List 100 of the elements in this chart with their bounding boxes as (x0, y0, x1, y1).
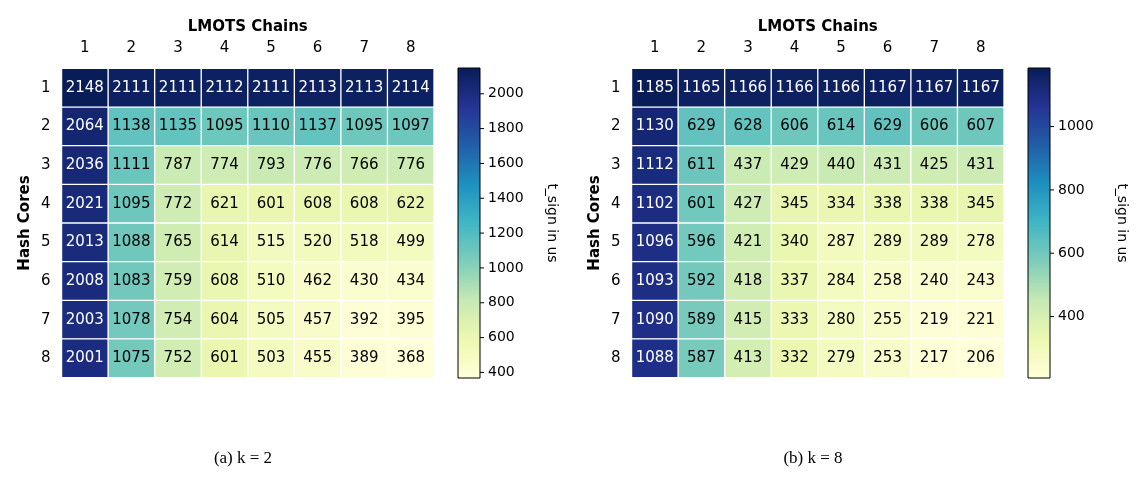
data-label: 462 (303, 270, 332, 289)
data-label: 368 (396, 348, 426, 367)
x-tick-label: 2 (696, 38, 707, 57)
data-label: 2013 (65, 232, 104, 251)
data-label: 754 (163, 309, 193, 328)
x-tick-label: 2 (126, 38, 137, 57)
data-label: 457 (303, 309, 332, 328)
x-tick-label: 8 (975, 38, 986, 57)
data-label: 793 (256, 154, 286, 173)
x-tick-label: 1 (80, 38, 90, 57)
data-label: 759 (163, 270, 193, 289)
y-tick-label: 3 (41, 154, 51, 173)
data-label: 515 (256, 232, 286, 251)
data-label: 338 (919, 193, 949, 212)
data-label: 601 (256, 193, 286, 212)
data-label: 437 (733, 154, 763, 173)
data-label: 589 (687, 309, 716, 328)
x-tick-label: 3 (743, 38, 753, 57)
data-label: 601 (210, 348, 239, 367)
x-axis-title: LMOTS Chains (187, 17, 308, 36)
x-tick-label: 3 (173, 38, 183, 57)
data-label: 505 (256, 309, 286, 328)
data-label: 1088 (112, 232, 151, 251)
y-tick-label: 4 (41, 193, 51, 212)
data-label: 278 (966, 232, 996, 251)
data-label: 592 (687, 270, 716, 289)
data-label: 2021 (65, 193, 104, 212)
data-label: 1111 (112, 154, 151, 173)
data-label: 629 (873, 116, 902, 135)
data-label: 1137 (298, 116, 337, 135)
color-bar-title: t_sign in us (544, 183, 561, 263)
x-tick-label: 7 (929, 38, 939, 57)
data-label: 1075 (112, 348, 151, 367)
y-tick-label: 1 (611, 77, 621, 96)
data-label: 389 (349, 348, 379, 367)
color-bar-label: 400 (1058, 307, 1085, 324)
data-label: 395 (396, 309, 426, 328)
data-label: 1090 (635, 309, 674, 328)
x-tick-label: 7 (359, 38, 369, 57)
data-label: 752 (163, 348, 193, 367)
data-label: 606 (780, 116, 809, 135)
data-label: 455 (303, 348, 332, 367)
color-bar-label: 600 (1058, 243, 1085, 260)
x-tick-label: 5 (266, 38, 276, 57)
data-label: 1095 (345, 116, 384, 135)
data-label: 332 (780, 348, 809, 367)
data-label: 338 (873, 193, 902, 212)
data-label: 289 (873, 232, 902, 251)
color-bar-label: 1000 (488, 258, 524, 275)
data-label: 284 (826, 270, 856, 289)
data-label: 2148 (65, 77, 104, 96)
color-bar-label: 800 (1058, 180, 1085, 197)
data-label: 206 (966, 348, 996, 367)
x-tick-label: 1 (650, 38, 660, 57)
data-label: 430 (349, 270, 379, 289)
data-label: 258 (873, 270, 902, 289)
y-tick-label: 5 (611, 232, 621, 251)
data-label: 1102 (635, 193, 674, 212)
data-label: 2036 (65, 154, 104, 173)
data-label: 1167 (961, 77, 1000, 96)
color-bar-label: 400 (488, 363, 515, 380)
color-bar-label: 1200 (488, 223, 524, 240)
y-axis-title: Hash Cores (14, 175, 33, 271)
x-tick-label: 5 (836, 38, 846, 57)
data-label: 253 (873, 348, 902, 367)
y-tick-label: 7 (611, 309, 621, 328)
data-label: 1166 (775, 77, 814, 96)
data-label: 608 (210, 270, 239, 289)
data-label: 2112 (205, 77, 244, 96)
x-axis-title: LMOTS Chains (757, 17, 878, 36)
data-label: 289 (919, 232, 949, 251)
color-bar-label: 1600 (488, 154, 524, 171)
data-label: 1112 (635, 154, 674, 173)
data-label: 255 (873, 309, 902, 328)
text: (b) k = 8 (782, 448, 844, 468)
data-label: 774 (210, 154, 239, 173)
data-label: 345 (966, 193, 996, 212)
y-tick-label: 8 (41, 348, 51, 367)
data-label: 287 (826, 232, 856, 251)
data-label: 1093 (635, 270, 674, 289)
color-bar-label: 1800 (488, 119, 524, 136)
data-label: 1185 (635, 77, 674, 96)
data-label: 776 (396, 154, 426, 173)
data-label: 608 (349, 193, 379, 212)
data-label: 221 (966, 309, 996, 328)
data-label: 415 (733, 309, 763, 328)
data-label: 2111 (158, 77, 198, 96)
color-bar-title: t_sign in us (1114, 183, 1131, 263)
data-label: 607 (966, 116, 996, 135)
x-tick-label: 4 (219, 38, 230, 57)
data-label: 280 (826, 309, 856, 328)
data-label: 606 (919, 116, 949, 135)
y-tick-label: 4 (611, 193, 621, 212)
y-tick-label: 3 (611, 154, 621, 173)
data-label: 628 (733, 116, 763, 135)
data-label: 1110 (251, 116, 291, 135)
data-label: 392 (349, 309, 379, 328)
data-label: 1095 (112, 193, 151, 212)
data-label: 219 (919, 309, 949, 328)
y-tick-label: 8 (611, 348, 621, 367)
